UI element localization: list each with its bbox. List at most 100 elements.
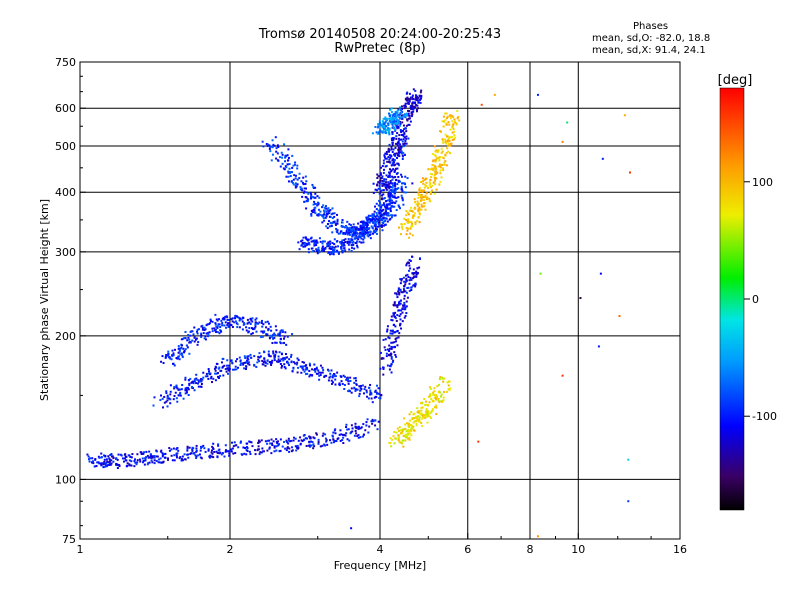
scatter-point [255, 322, 258, 325]
scatter-point [378, 182, 381, 185]
scatter-point [406, 102, 409, 105]
scatter-point [243, 367, 246, 370]
scatter-point [313, 244, 316, 247]
scatter-point [394, 128, 397, 131]
scatter-point [410, 209, 413, 212]
scatter-point [152, 404, 155, 407]
scatter-point [226, 316, 229, 319]
scatter-point [361, 222, 364, 225]
scatter-point [221, 322, 224, 325]
scatter-point [191, 339, 194, 342]
scatter-point [416, 219, 419, 222]
scatter-point [376, 220, 379, 223]
scatter-point [403, 128, 406, 131]
scatter-point [441, 376, 444, 379]
scatter-point [382, 193, 385, 196]
scatter-point [313, 200, 316, 203]
scatter-point [323, 219, 326, 222]
scatter-point [404, 314, 407, 317]
scatter-point [380, 213, 383, 216]
scatter-point [407, 227, 410, 230]
scatter-point [387, 183, 390, 186]
scatter-point [319, 371, 322, 374]
scatter-point [409, 259, 412, 262]
scatter-point [443, 391, 446, 394]
scatter-point [331, 376, 334, 379]
scatter-point [360, 228, 363, 231]
scatter-point [394, 189, 397, 192]
scatter-point [355, 231, 358, 234]
scatter-point [401, 223, 404, 226]
scatter-point [341, 439, 344, 442]
scatter-point [401, 199, 404, 202]
scatter-point [233, 368, 236, 371]
scatter-point [389, 332, 392, 335]
scatter-point [326, 245, 329, 248]
scatter-point [378, 211, 381, 214]
scatter-point [404, 102, 407, 105]
scatter-point [407, 102, 410, 105]
scatter-point [380, 394, 383, 397]
legend-line-o: mean, sd,O: -82.0, 18.8 [592, 33, 711, 44]
scatter-point [372, 182, 375, 185]
scatter-point [322, 248, 325, 251]
scatter-point [110, 453, 113, 456]
scatter-point [354, 389, 357, 392]
scatter-point [431, 189, 434, 192]
scatter-point [442, 115, 445, 118]
scatter-point [388, 354, 391, 357]
scatter-point [424, 416, 427, 419]
scatter-point [327, 369, 330, 372]
scatter-point [231, 317, 234, 320]
scatter-point [176, 400, 179, 403]
scatter-point [303, 190, 306, 193]
scatter-point [346, 226, 349, 229]
scatter-point [179, 391, 182, 394]
scatter-point [151, 461, 154, 464]
scatter-point [414, 420, 417, 423]
scatter-point [328, 210, 331, 213]
scatter-point [356, 228, 359, 231]
scatter-point [408, 264, 411, 267]
scatter-point [388, 114, 391, 117]
scatter-point [397, 302, 400, 305]
scatter-point [393, 119, 396, 122]
scatter-point [330, 213, 333, 216]
scatter-point [390, 182, 393, 185]
scatter-point [397, 148, 400, 151]
scatter-point [439, 130, 442, 133]
scatter-point [302, 176, 305, 179]
scatter-point [185, 391, 188, 394]
scatter-point [367, 397, 370, 400]
scatter-point [329, 439, 332, 442]
scatter-point [151, 456, 154, 459]
scatter-point [392, 314, 395, 317]
scatter-point [435, 398, 438, 401]
scatter-point [296, 444, 299, 447]
scatter-point [384, 338, 387, 341]
scatter-point [447, 137, 450, 140]
scatter-point [122, 460, 125, 463]
scatter-point [352, 229, 355, 232]
scatter-point [283, 143, 286, 146]
scatter-point [424, 196, 427, 199]
scatter-point [438, 163, 441, 166]
scatter-point [299, 436, 302, 439]
scatter-point [309, 197, 312, 200]
scatter-point [322, 369, 325, 372]
scatter-point [373, 222, 376, 225]
scatter-point [418, 94, 421, 97]
scatter-point [271, 444, 274, 447]
scatter-point [315, 244, 318, 247]
scatter-point [351, 430, 354, 433]
y-tick-label: 500 [55, 140, 76, 153]
scatter-point [388, 349, 391, 352]
scatter-point [406, 437, 409, 440]
scatter-point [314, 192, 317, 195]
scatter-point [265, 143, 268, 146]
scatter-point [416, 417, 419, 420]
scatter-point [439, 169, 442, 172]
scatter-point [317, 369, 320, 372]
scatter-point [355, 383, 358, 386]
scatter-point [447, 150, 450, 153]
